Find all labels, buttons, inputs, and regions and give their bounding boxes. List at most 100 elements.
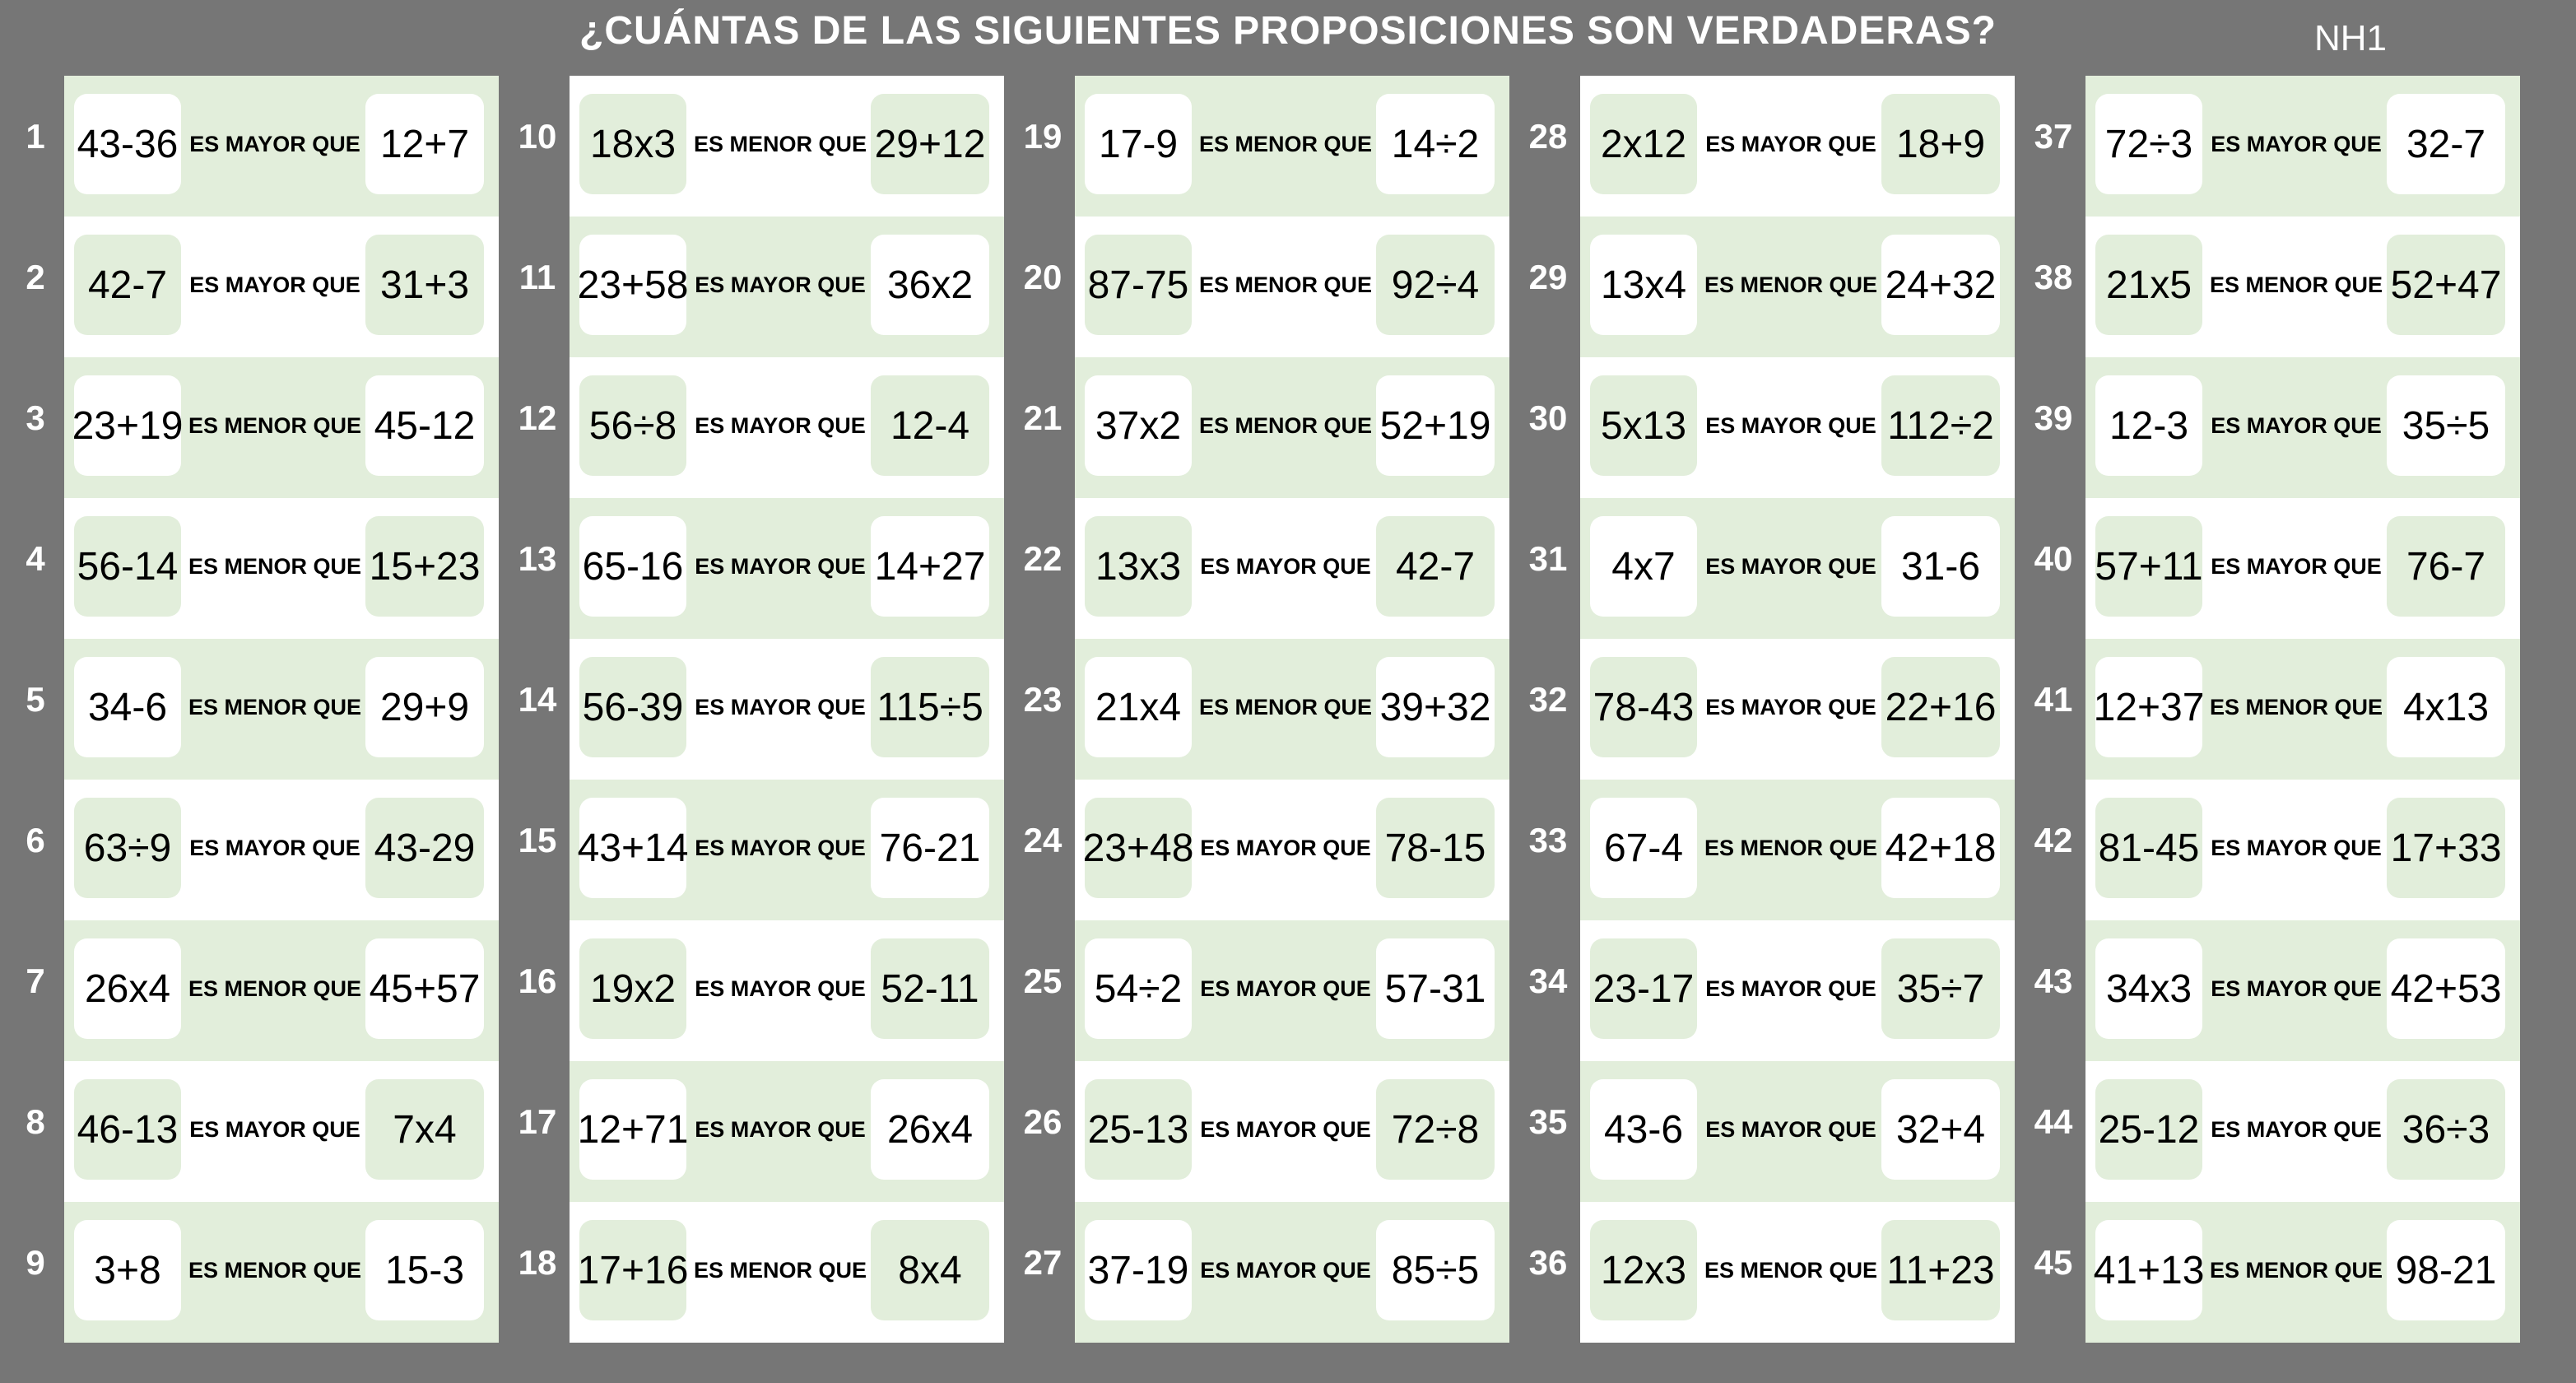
right-expression: 35÷5: [2387, 375, 2505, 476]
comparison-phrase: ES MAYOR QUE: [1705, 1116, 1876, 1142]
right-expression: 7x4: [365, 1079, 484, 1180]
proposition-number: 28: [1528, 117, 1568, 156]
comparison-phrase: ES MENOR QUE: [693, 131, 867, 156]
right-expression: 29+9: [365, 657, 484, 757]
proposition-number: 19: [1023, 117, 1062, 156]
comparison-phrase: ES MAYOR QUE: [189, 131, 360, 156]
comparison-phrase: ES MAYOR QUE: [695, 412, 866, 438]
proposition-row: 37x2 ES MENOR QUE 52+19: [1075, 357, 1509, 498]
right-expression: 52-11: [871, 938, 989, 1039]
left-expression: 67-4: [1590, 798, 1697, 898]
left-expression: 72÷3: [2095, 94, 2202, 194]
proposition-row: 54÷2 ES MAYOR QUE 57-31: [1075, 920, 1509, 1061]
proposition-row: 25-13 ES MAYOR QUE 72÷8: [1075, 1061, 1509, 1202]
right-expression: 85÷5: [1376, 1220, 1495, 1320]
comparison-phrase: ES MAYOR QUE: [1705, 694, 1876, 719]
left-expression: 42-7: [74, 235, 181, 335]
proposition-number: 34: [1528, 962, 1568, 1000]
comparison-phrase: ES MAYOR QUE: [189, 835, 360, 860]
proposition-row: 43-36 ES MAYOR QUE 12+7: [64, 76, 499, 217]
left-expression: 13x3: [1085, 516, 1192, 617]
proposition-row: 12+71 ES MAYOR QUE 26x4: [570, 1061, 1004, 1202]
comparison-phrase: ES MAYOR QUE: [2211, 412, 2382, 438]
proposition-row: 4x7 ES MAYOR QUE 31-6: [1580, 498, 2015, 639]
column-5: 72÷3 ES MAYOR QUE 32-7 21x5 ES MENOR QUE 52+4…: [2085, 76, 2520, 1345]
worksheet-code: NH1: [2314, 18, 2388, 58]
left-expression: 2x12: [1590, 94, 1697, 194]
left-expression: 5x13: [1590, 375, 1697, 476]
proposition-row: 81-45 ES MAYOR QUE 17+33: [2085, 780, 2520, 920]
comparison-phrase: ES MAYOR QUE: [1705, 553, 1876, 579]
right-expression: 42+53: [2387, 938, 2505, 1039]
proposition-row: 56÷8 ES MAYOR QUE 12-4: [570, 357, 1004, 498]
proposition-number: 35: [1528, 1102, 1568, 1141]
comparison-phrase: ES MENOR QUE: [2209, 694, 2383, 719]
proposition-number: 45: [2034, 1243, 2073, 1282]
proposition-row: 26x4 ES MENOR QUE 45+57: [64, 920, 499, 1061]
left-expression: 43-36: [74, 94, 181, 194]
right-expression: 78-15: [1376, 798, 1495, 898]
comparison-phrase: ES MAYOR QUE: [2211, 553, 2382, 579]
comparison-phrase: ES MAYOR QUE: [695, 976, 866, 1001]
left-expression: 41+13: [2094, 1220, 2204, 1320]
proposition-number: 32: [1528, 680, 1568, 719]
proposition-row: 5x13 ES MAYOR QUE 112÷2: [1580, 357, 2015, 498]
left-expression: 23+19: [72, 375, 183, 476]
comparison-phrase: ES MENOR QUE: [188, 1257, 362, 1283]
proposition-number: 27: [1023, 1243, 1062, 1282]
comparison-phrase: ES MENOR QUE: [2209, 272, 2383, 297]
proposition-row: 63÷9 ES MAYOR QUE 43-29: [64, 780, 499, 920]
left-expression: 21x5: [2095, 235, 2202, 335]
left-expression: 34x3: [2095, 938, 2202, 1039]
left-expression: 17+16: [578, 1220, 688, 1320]
proposition-number: 40: [2034, 539, 2073, 578]
left-expression: 25-13: [1085, 1079, 1192, 1180]
left-expression: 19x2: [579, 938, 686, 1039]
left-expression: 21x4: [1085, 657, 1192, 757]
right-expression: 52+19: [1376, 375, 1495, 476]
left-expression: 81-45: [2095, 798, 2202, 898]
comparison-phrase: ES MAYOR QUE: [695, 835, 866, 860]
comparison-phrase: ES MAYOR QUE: [1705, 131, 1876, 156]
proposition-row: 21x5 ES MENOR QUE 52+47: [2085, 217, 2520, 357]
right-expression: 76-7: [2387, 516, 2505, 617]
right-expression: 24+32: [1881, 235, 2000, 335]
left-expression: 56÷8: [579, 375, 686, 476]
comparison-phrase: ES MAYOR QUE: [1200, 1257, 1371, 1283]
comparison-phrase: ES MENOR QUE: [1198, 131, 1373, 156]
proposition-row: 56-14 ES MENOR QUE 15+23: [64, 498, 499, 639]
column-1: 43-36 ES MAYOR QUE 12+7 42-7 ES MAYOR QUE 31+…: [64, 76, 499, 1345]
proposition-number: 20: [1023, 258, 1062, 296]
right-expression: 15+23: [365, 516, 484, 617]
proposition-row: 41+13 ES MENOR QUE 98-21: [2085, 1202, 2520, 1343]
right-expression: 12+7: [365, 94, 484, 194]
right-expression: 18+9: [1881, 94, 2000, 194]
left-expression: 63÷9: [74, 798, 181, 898]
comparison-phrase: ES MAYOR QUE: [2211, 976, 2382, 1001]
right-expression: 42-7: [1376, 516, 1495, 617]
right-expression: 112÷2: [1881, 375, 2000, 476]
comparison-phrase: ES MAYOR QUE: [1200, 1116, 1371, 1142]
proposition-number: 13: [518, 539, 557, 578]
right-expression: 26x4: [871, 1079, 989, 1180]
proposition-row: 34-6 ES MENOR QUE 29+9: [64, 639, 499, 780]
right-expression: 15-3: [365, 1220, 484, 1320]
proposition-row: 78-43 ES MAYOR QUE 22+16: [1580, 639, 2015, 780]
left-expression: 23+48: [1083, 798, 1193, 898]
proposition-number: 9: [26, 1243, 45, 1282]
right-expression: 22+16: [1881, 657, 2000, 757]
right-expression: 36÷3: [2387, 1079, 2505, 1180]
comparison-phrase: ES MENOR QUE: [693, 1257, 867, 1283]
right-expression: 45+57: [365, 938, 484, 1039]
proposition-number: 33: [1528, 821, 1568, 859]
right-expression: 17+33: [2387, 798, 2505, 898]
proposition-row: 43-6 ES MAYOR QUE 32+4: [1580, 1061, 2015, 1202]
proposition-number: 10: [518, 117, 557, 156]
proposition-number: 15: [518, 821, 557, 859]
proposition-row: 23+19 ES MENOR QUE 45-12: [64, 357, 499, 498]
proposition-number: 41: [2034, 680, 2073, 719]
left-expression: 87-75: [1085, 235, 1192, 335]
comparison-phrase: ES MENOR QUE: [1704, 835, 1878, 860]
column-4: 2x12 ES MAYOR QUE 18+9 13x4 ES MENOR QUE 24+3…: [1580, 76, 2015, 1345]
proposition-row: 72÷3 ES MAYOR QUE 32-7: [2085, 76, 2520, 217]
